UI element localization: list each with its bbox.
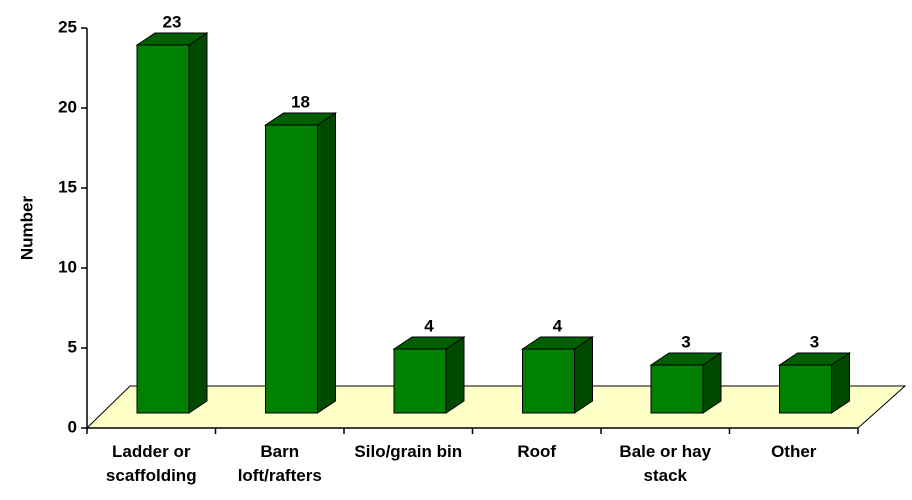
value-label: 3	[681, 332, 690, 351]
bar	[135, 32, 209, 414]
x-tick-label: Silo/grain bin	[354, 442, 463, 461]
bar-front	[779, 364, 832, 414]
y-tick-label: 25	[58, 17, 77, 36]
x-tick-label: Roof	[517, 442, 557, 461]
bar-front	[136, 44, 190, 414]
bar-side	[317, 112, 336, 414]
bar-front	[393, 348, 447, 414]
bar-side	[445, 336, 465, 414]
value-label: 18	[291, 92, 310, 111]
bar	[777, 352, 852, 414]
x-tick-label: Ladder or scaffolding	[105, 442, 197, 485]
value-label: 4	[553, 316, 563, 335]
value-label: 4	[424, 316, 434, 335]
y-tick-label: 5	[68, 337, 77, 356]
bar	[649, 352, 723, 414]
x-tick-label: Barn loft/rafters	[237, 442, 322, 485]
bar	[392, 336, 466, 414]
x-tick-label: Other	[771, 442, 817, 461]
bar-front	[650, 364, 704, 414]
bar-side	[188, 32, 208, 414]
y-tick-label: 0	[68, 417, 77, 436]
y-tick-label: 15	[58, 177, 77, 196]
bar-side	[574, 336, 593, 414]
value-label: 3	[810, 332, 819, 351]
value-label: 23	[163, 12, 182, 31]
y-axis-label: Number	[17, 196, 36, 261]
bar	[520, 336, 595, 414]
bar	[263, 112, 338, 414]
bar-front	[265, 124, 318, 414]
x-tick-label: Bale or hay stack	[619, 442, 712, 485]
y-tick-label: 10	[58, 257, 77, 276]
bar-front	[522, 348, 575, 414]
y-tick-label: 20	[58, 97, 77, 116]
